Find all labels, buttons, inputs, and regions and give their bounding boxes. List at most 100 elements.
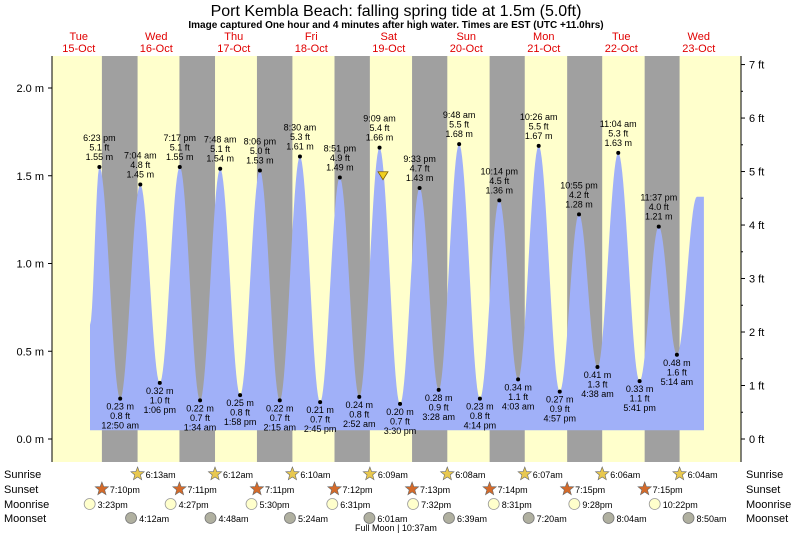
low-tide-label: 1.6 ft [667,367,688,377]
high-tide-label: 10:55 pm [560,180,598,190]
tide-point [297,154,302,159]
sunrise-icon [362,466,378,481]
sunset-time: 7:11pm [187,485,216,495]
high-tide-label: 1.61 m [286,141,314,151]
moonrise-time: 6:31pm [340,500,370,510]
day-name: Tue [612,31,631,43]
low-tide-label: 2:52 am [343,419,376,429]
sunrise-time: 6:08am [455,470,485,480]
high-tide-label: 4.2 ft [569,190,590,200]
moonrise-icon [648,498,661,510]
low-tide-label: 0.20 m [386,407,414,417]
tide-point [318,400,323,405]
high-tide-label: 5.5 ft [449,120,470,130]
low-tide-label: 4:03 am [502,401,535,411]
moonset-icon [204,512,217,524]
sunset-icon [94,481,110,496]
sunrise-icon [207,466,223,481]
low-tide-label: 0.8 ft [230,408,251,418]
tide-point [177,164,182,169]
tide-point [157,380,162,385]
low-tide-label: 1.1 ft [630,394,651,404]
day-date: 22-Oct [605,43,638,55]
axes: 0.0 m 0.5 m 1.0 m 1.5 m 2.0 m 0 ft 1 ft 2 ft 3 f… [16,56,764,462]
sunrise-time: 6:07am [533,470,563,480]
low-tide-label: 0.23 m [106,402,134,412]
row-label-left: Sunset [4,484,38,496]
day-name: Fri [305,31,318,43]
tide-point [436,387,441,392]
day-date: 16-Oct [140,43,173,55]
sunset-time: 7:15pm [653,485,683,495]
high-tide-label: 11:37 pm [640,193,677,203]
high-tide-label: 5.3 ft [608,128,629,138]
moonset-time: 5:24am [298,514,328,524]
high-tide-label: 5.3 ft [290,132,311,142]
moonrise-icon [83,498,96,510]
moonrise-icon [326,498,339,510]
moonrise-icon [487,498,500,510]
sunset-icon [171,481,187,496]
day-name: Thu [224,31,243,43]
tide-point [277,398,282,403]
low-tide-label: 1.0 ft [150,395,171,405]
high-tide-label: 7:17 pm [164,133,197,143]
tide-area [90,144,704,431]
high-tide-label: 7:04 am [124,151,157,161]
y-tick-label-m: 1.5 m [16,171,44,183]
tide-point [457,142,462,147]
high-tide-label: 1.43 m [406,173,434,183]
high-tide-label: 5.4 ft [370,123,391,133]
low-tide-label: 2:15 am [264,422,297,432]
y-tick-label-m: 0.0 m [16,434,44,446]
low-tide-label: 0.9 ft [429,402,450,412]
day-date: 15-Oct [62,43,95,55]
tide-point [357,394,362,399]
low-tide-label: 4:14 pm [464,421,497,431]
low-tide-label: 0.8 ft [110,411,131,421]
low-tide-label: 4:57 pm [543,414,576,424]
high-tide-label: 4.9 ft [330,153,351,163]
moonrise-time: 5:30pm [260,500,290,510]
tide-point [497,198,502,203]
row-label-right: Moonset [746,513,788,525]
moonrise-time: 7:32pm [421,500,451,510]
day-date: 20-Oct [450,43,483,55]
moonrise-time: 3:23pm [98,500,128,510]
sunset-time: 7:11pm [265,485,294,495]
moonset-icon [363,512,376,524]
y-tick-label-m: 2.0 m [16,83,44,95]
low-tide-label: 0.32 m [146,386,174,396]
low-tide-label: 0.7 ft [310,415,331,425]
low-tide-label: 12:50 am [101,421,139,431]
low-tide-label: 1:06 pm [144,405,177,415]
high-tide-label: 5.5 ft [529,121,550,131]
sunset-time: 7:15pm [575,485,605,495]
y-tick-label-m: 0.5 m [16,346,44,358]
high-tide-label: 10:14 pm [481,166,519,176]
sunset-time: 7:12pm [343,485,373,495]
low-tide-label: 0.27 m [546,395,574,405]
high-tide-label: 4.7 ft [410,164,431,174]
row-label-left: Moonrise [4,499,49,511]
tide-point [616,150,621,155]
tide-point [477,396,482,401]
tide-point [417,186,422,191]
low-tide-label: 1.1 ft [508,392,529,402]
sunrise-icon [672,466,688,481]
sunrise-time: 6:13am [146,470,176,480]
y-tick-label-ft: 7 ft [749,60,764,72]
moonrise-icon [568,498,581,510]
moonrise-icon [407,498,419,510]
chart-title: Port Kembla Beach: falling spring tide a… [211,3,582,20]
high-tide-label: 1.63 m [604,138,632,148]
moonrise-time: 10:22pm [663,500,698,510]
high-tide-label: 1.21 m [645,212,673,222]
moonset-icon [284,512,296,524]
sun-moon-rows: Sunrise Sunrise Sunset Sunset Moonrise Moonri… [4,466,791,525]
moonset-icon [682,512,695,524]
day-name: Wed [145,31,167,43]
high-tide-label: 11:04 am [600,119,637,129]
low-tide-label: 4:38 am [581,389,614,399]
sunrise-time: 6:04am [688,470,718,480]
